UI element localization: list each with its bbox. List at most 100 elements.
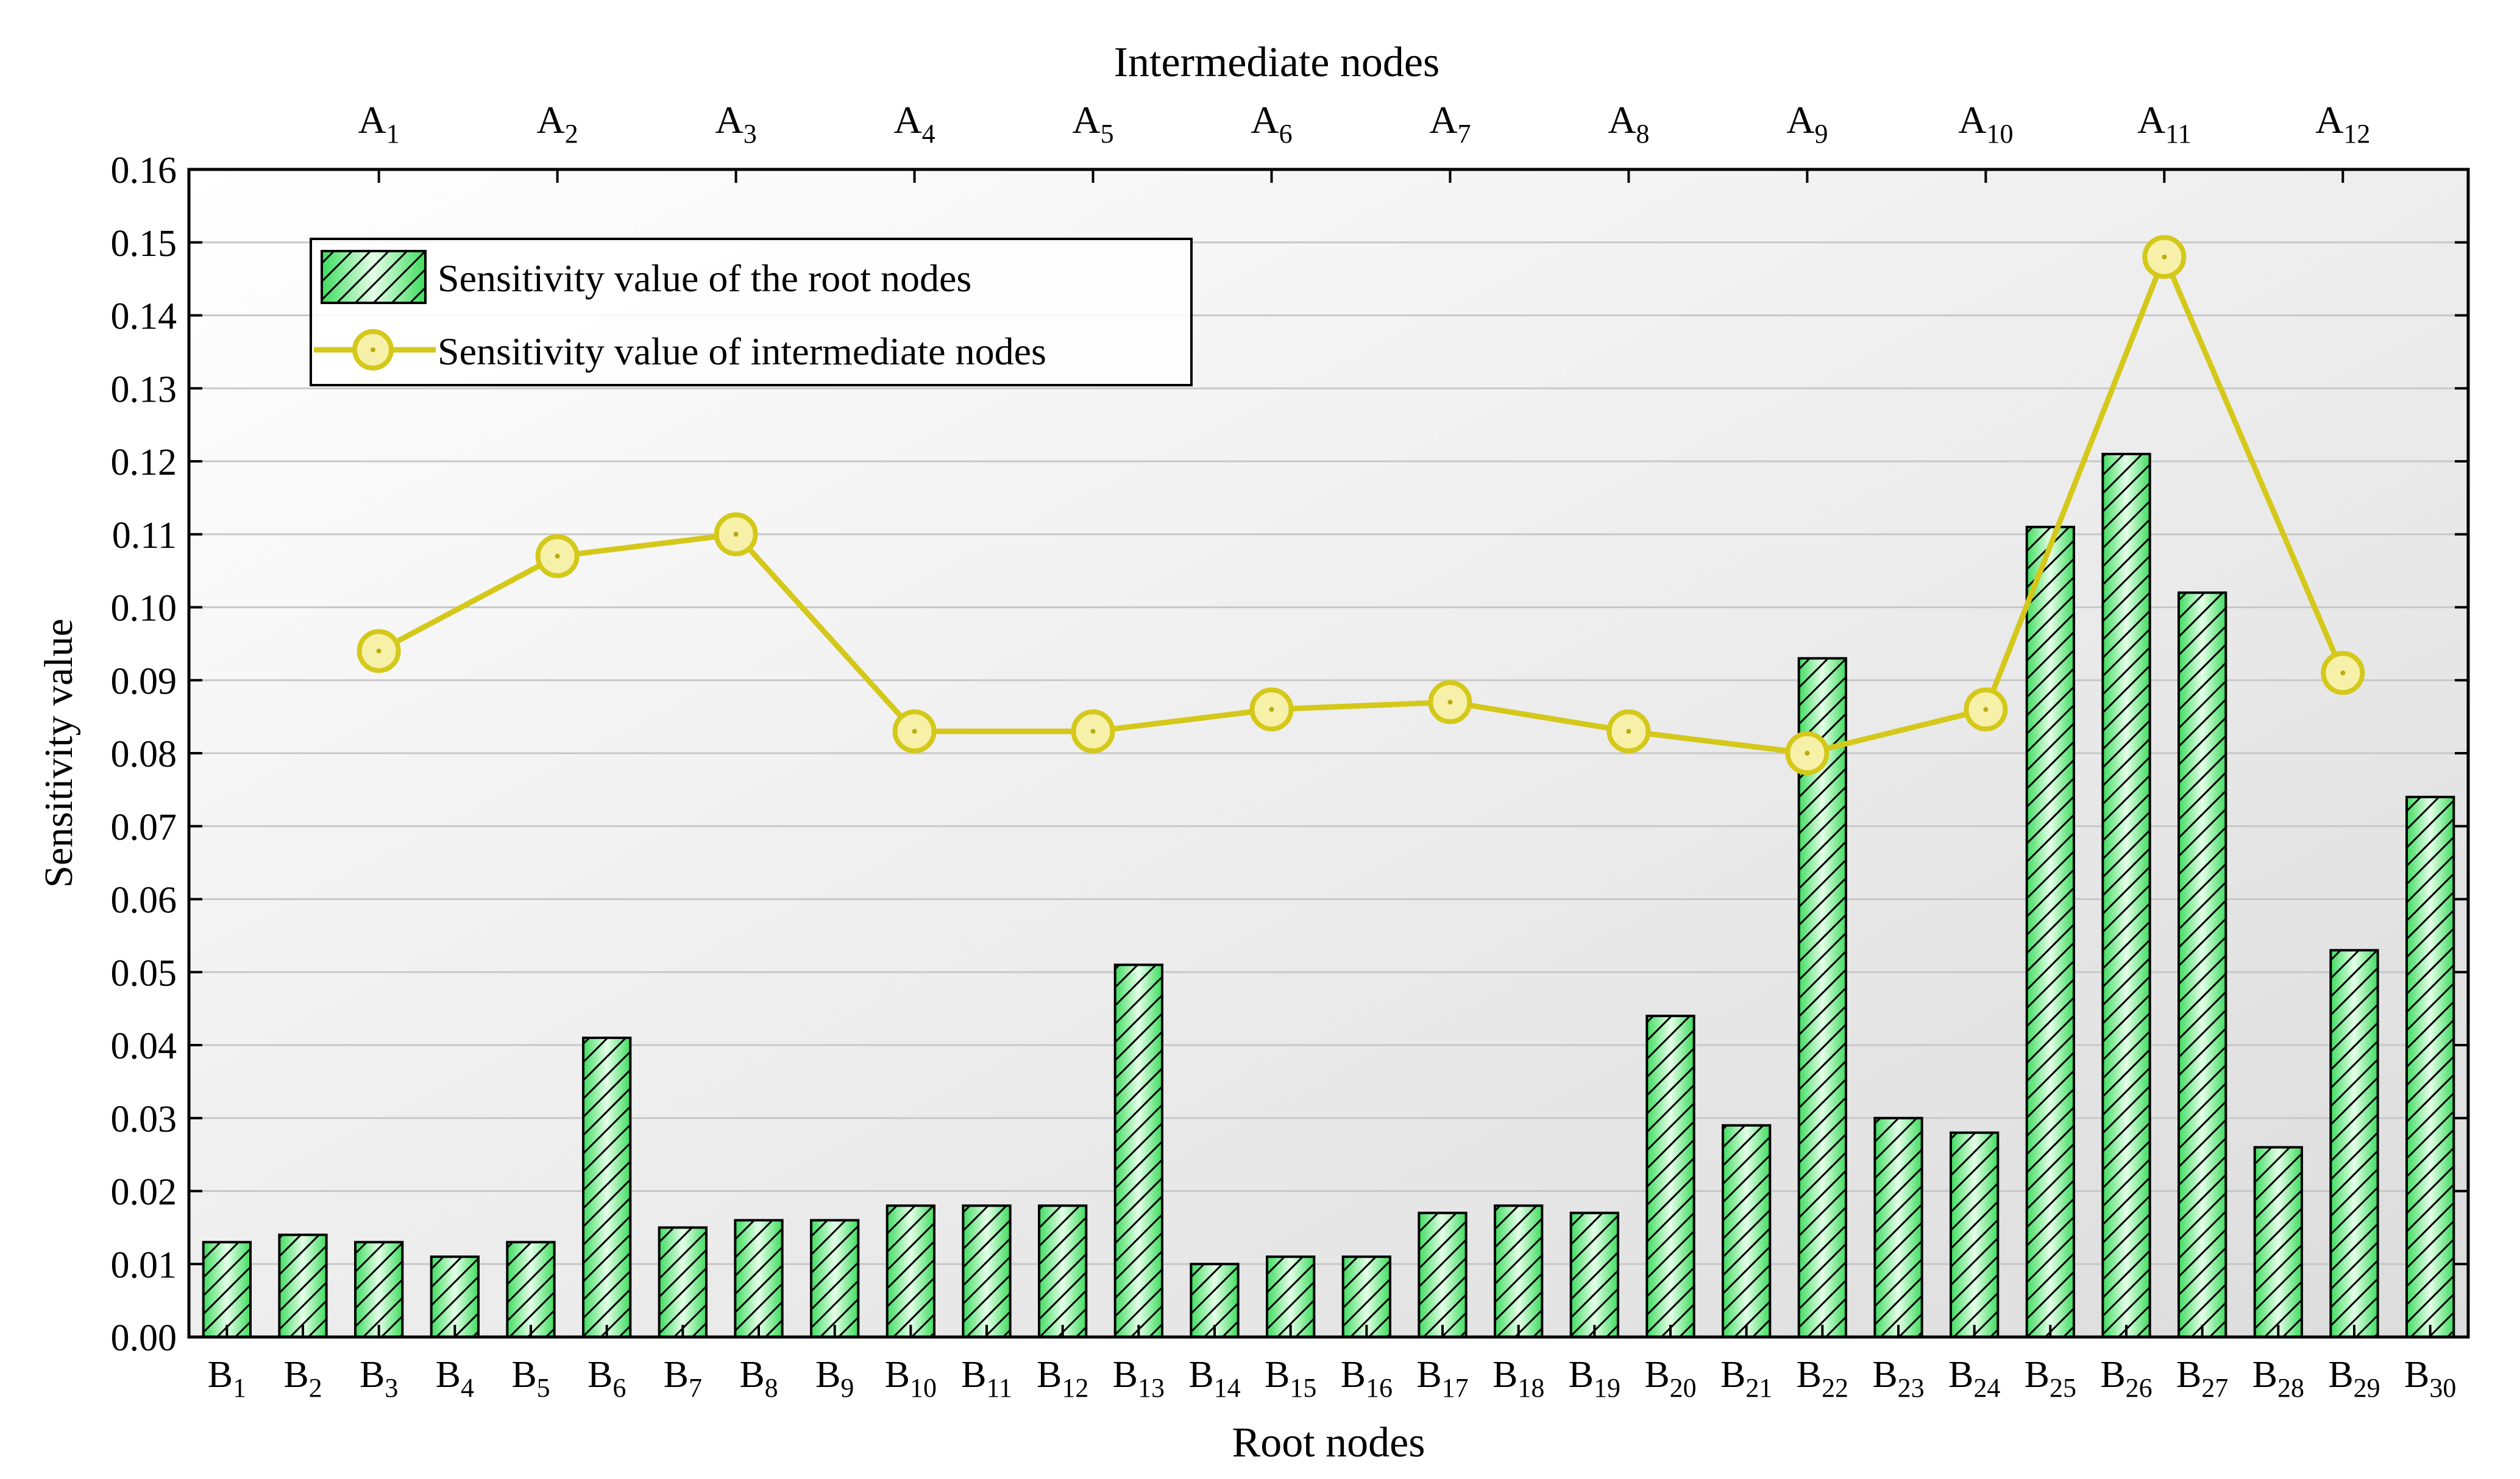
bar-hatch-B11: [962, 1204, 1012, 1338]
line-marker-dot-A12: [2340, 670, 2346, 676]
legend: Sensitivity value of the root nodes Sens…: [310, 238, 1193, 386]
bar-hatch-B28: [2253, 1146, 2303, 1339]
top-tick-subscript: 2: [565, 119, 578, 149]
line-marker-dot-A10: [1983, 707, 1989, 712]
x-tick-label-B16: B16: [1341, 1354, 1393, 1403]
x-tick-subscript: 5: [537, 1373, 550, 1403]
x-tick-subscript: 25: [2050, 1373, 2076, 1403]
y-tick-label: 0.11: [112, 515, 177, 556]
series-line: [377, 254, 2346, 756]
bar-hatch-B27: [2177, 591, 2227, 1338]
x-tick-label-B21: B21: [1720, 1354, 1772, 1403]
x-tick-subscript: 28: [2277, 1373, 2304, 1403]
x-tick-subscript: 19: [1594, 1373, 1620, 1403]
top-tick-subscript: 3: [744, 119, 757, 149]
x-tick-label-B14: B14: [1188, 1354, 1240, 1403]
bar-hatch-B13: [1113, 963, 1163, 1338]
x-axis-label-bottom: Root nodes: [1232, 1419, 1425, 1466]
line-marker-dot-A5: [1090, 729, 1096, 734]
legend-frame: [310, 238, 1193, 386]
y-tick-label: 0.03: [111, 1099, 177, 1140]
line-marker-dot-A8: [1626, 729, 1631, 734]
x-tick-subscript: 13: [1138, 1373, 1165, 1403]
line-marker-dot-A9: [1805, 751, 1810, 756]
x-tick-subscript: 1: [233, 1373, 246, 1403]
bar-hatch-B18: [1494, 1204, 1544, 1338]
bar-hatch-B16: [1341, 1255, 1391, 1338]
x-tick-subscript: 8: [765, 1373, 778, 1403]
x-tick-subscript: 21: [1745, 1373, 1772, 1403]
x-tick-label-B5: B5: [511, 1354, 550, 1403]
bar-hatch-B20: [1645, 1015, 1695, 1338]
x-tick-subscript: 24: [1973, 1373, 2000, 1403]
legend-bar-label: Sensitivity value of the root nodes: [438, 257, 971, 300]
y-tick-label: 0.04: [111, 1026, 177, 1067]
x-tick-label-B18: B18: [1492, 1354, 1544, 1403]
legend-line-marker-dot: [371, 347, 375, 352]
x-tick-subscript: 14: [1214, 1373, 1241, 1403]
legend-line-label: Sensitivity value of intermediate nodes: [438, 330, 1046, 373]
bar-hatch-B21: [1722, 1124, 1772, 1338]
x-tick-subscript: 3: [385, 1373, 398, 1403]
line-marker-dot-A6: [1269, 707, 1274, 712]
x-tick-label-B28: B28: [2252, 1354, 2304, 1403]
top-tick-label-A9: A9: [1786, 98, 1828, 149]
grid-lines: [189, 241, 2468, 1265]
x-tick-label-B29: B29: [2328, 1354, 2380, 1403]
line-marker-dot-A3: [733, 531, 739, 537]
bar-hatch-B26: [2101, 453, 2151, 1338]
top-tick-label-A7: A7: [1429, 98, 1471, 149]
top-tick-subscript: 11: [2165, 119, 2191, 149]
bar-hatch-B10: [886, 1204, 935, 1338]
x-tick-subscript: 11: [986, 1373, 1012, 1403]
bar-hatch-B24: [1950, 1131, 2000, 1338]
y-tick-label: 0.05: [111, 952, 177, 994]
bar-hatch-B8: [734, 1219, 784, 1339]
x-tick-label-B2: B2: [283, 1354, 322, 1403]
bar-hatch-B9: [810, 1219, 860, 1339]
x-tick-subscript: 17: [1442, 1373, 1469, 1403]
top-tick-label-A11: A11: [2137, 98, 2192, 149]
bar-hatch-B2: [278, 1233, 328, 1338]
x-tick-subscript: 29: [2354, 1373, 2380, 1403]
legend-bar-swatch-hatch: [321, 250, 427, 304]
y-tick-label: 0.00: [111, 1318, 177, 1359]
x-tick-label-B6: B6: [587, 1354, 626, 1403]
x-tick-subscript: 2: [309, 1373, 322, 1403]
top-tick-subscript: 9: [1815, 119, 1828, 149]
top-tick-subscript: 6: [1279, 119, 1293, 149]
x-tick-subscript: 12: [1062, 1373, 1088, 1403]
line-marker-dot-A4: [912, 729, 917, 734]
line-marker-dot-A2: [555, 553, 560, 559]
top-tick-label-A12: A12: [2315, 98, 2370, 149]
y-tick-label: 0.14: [111, 296, 177, 338]
x-tick-subscript: 26: [2126, 1373, 2153, 1403]
x-tick-subscript: 23: [1898, 1373, 1925, 1403]
x-tick-subscript: 4: [461, 1373, 474, 1403]
x-tick-subscript: 7: [689, 1373, 702, 1403]
x-tick-label-B24: B24: [1948, 1354, 2000, 1403]
x-tick-label-B3: B3: [360, 1354, 398, 1403]
y-tick-label: 0.16: [111, 150, 177, 191]
bar-hatch-B12: [1038, 1204, 1088, 1338]
bar-hatch-B5: [506, 1241, 556, 1338]
line-marker-dot-A1: [376, 648, 382, 654]
x-tick-label-B11: B11: [961, 1354, 1012, 1403]
x-tick-label-B20: B20: [1644, 1354, 1696, 1403]
bar-hatch-B3: [354, 1241, 404, 1338]
y-tick-label: 0.09: [111, 661, 177, 702]
top-tick-subscript: 4: [922, 119, 935, 149]
x-tick-subscript: 30: [2429, 1373, 2456, 1403]
top-tick-label-A1: A1: [358, 98, 400, 149]
y-tick-label: 0.07: [111, 807, 177, 848]
top-tick-label-A6: A6: [1251, 98, 1292, 149]
y-tick-label: 0.02: [111, 1172, 177, 1213]
top-tick-subscript: 8: [1636, 119, 1650, 149]
top-tick-label-A5: A5: [1072, 98, 1113, 149]
bar-hatch-B6: [582, 1037, 632, 1339]
bar-hatch-B17: [1418, 1211, 1468, 1339]
x-tick-label-B7: B7: [664, 1354, 702, 1403]
top-tick-subscript: 1: [386, 119, 400, 149]
x-tick-subscript: 15: [1290, 1373, 1316, 1403]
